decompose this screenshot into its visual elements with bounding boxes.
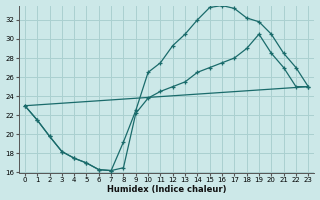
X-axis label: Humidex (Indice chaleur): Humidex (Indice chaleur): [107, 185, 226, 194]
